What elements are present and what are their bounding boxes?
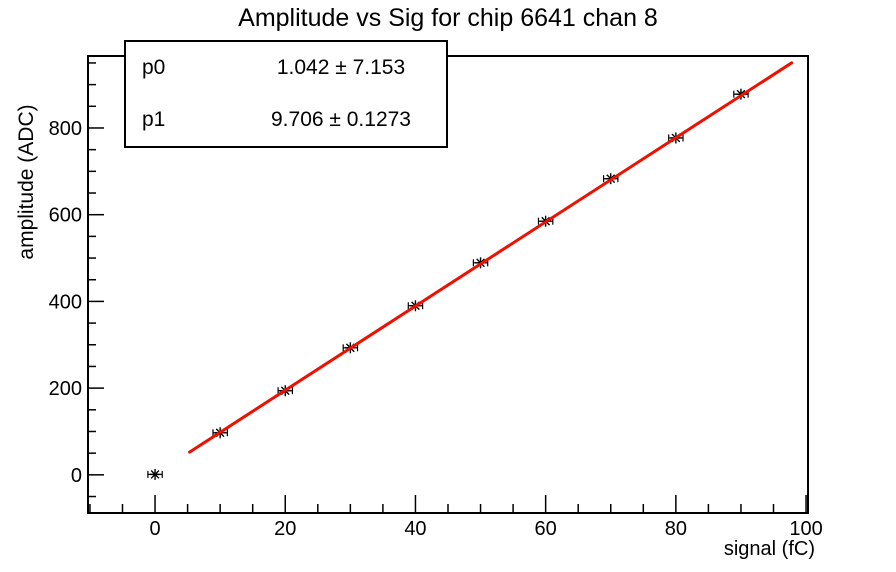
stats-row-p1: p1 9.706 ± 0.1273 — [126, 108, 446, 132]
y-tick-label: 200 — [49, 378, 82, 400]
data-point — [147, 468, 163, 480]
x-tick-label: 100 — [789, 518, 822, 540]
asterisk-marker — [150, 470, 160, 479]
x-tick-label: 40 — [404, 518, 426, 540]
plot-title: Amplitude vs Sig for chip 6641 chan 8 — [238, 4, 658, 32]
stats-p0-label: p0 — [142, 56, 166, 79]
x-tick-label: 20 — [274, 518, 296, 540]
stats-p1-label: p1 — [142, 108, 166, 131]
y-tick-label: 600 — [49, 205, 82, 227]
x-tick-label: 60 — [535, 518, 557, 540]
x-tick-label: 80 — [665, 518, 687, 540]
stats-p1-value: 9.706 ± 0.1273 — [271, 108, 411, 131]
fit-line — [188, 61, 794, 454]
stats-p0-value: 1.042 ± 7.153 — [276, 56, 406, 79]
fit-stats-box: p0 1.042 ± 7.153 p1 9.706 ± 0.1273 — [124, 40, 448, 148]
y-tick-label: 400 — [49, 291, 82, 313]
y-axis-title: amplitude (ADC) — [15, 104, 38, 260]
stats-row-p0: p0 1.042 ± 7.153 — [126, 56, 446, 80]
x-tick-label: 0 — [149, 518, 160, 540]
x-axis-title: signal (fC) — [723, 538, 815, 560]
y-tick-label: 800 — [49, 118, 82, 140]
y-tick-label: 0 — [71, 465, 82, 487]
